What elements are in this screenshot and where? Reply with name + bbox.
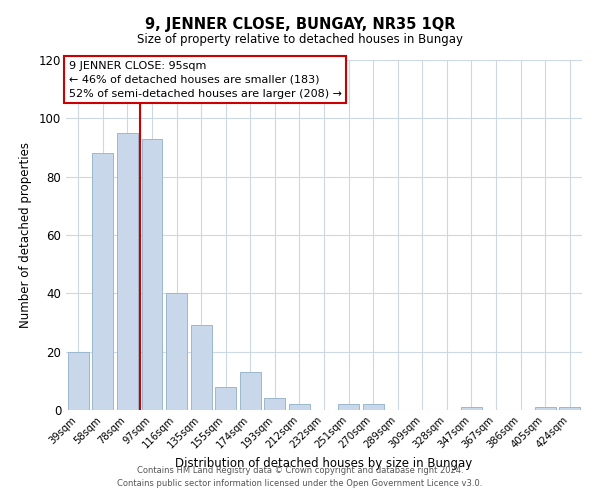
Bar	[68, 352, 89, 410]
Bar	[289, 404, 310, 410]
Bar	[559, 407, 580, 410]
Y-axis label: Number of detached properties: Number of detached properties	[19, 142, 32, 328]
Bar	[265, 398, 286, 410]
Text: 9, JENNER CLOSE, BUNGAY, NR35 1QR: 9, JENNER CLOSE, BUNGAY, NR35 1QR	[145, 18, 455, 32]
Bar	[362, 404, 383, 410]
Bar	[117, 133, 138, 410]
Text: Size of property relative to detached houses in Bungay: Size of property relative to detached ho…	[137, 32, 463, 46]
Text: Contains HM Land Registry data © Crown copyright and database right 2024.
Contai: Contains HM Land Registry data © Crown c…	[118, 466, 482, 487]
Bar	[215, 386, 236, 410]
Bar	[240, 372, 261, 410]
Bar	[92, 154, 113, 410]
Bar	[191, 326, 212, 410]
Bar	[142, 139, 163, 410]
Bar	[166, 294, 187, 410]
X-axis label: Distribution of detached houses by size in Bungay: Distribution of detached houses by size …	[175, 458, 473, 470]
Text: 9 JENNER CLOSE: 95sqm
← 46% of detached houses are smaller (183)
52% of semi-det: 9 JENNER CLOSE: 95sqm ← 46% of detached …	[68, 60, 341, 98]
Bar	[461, 407, 482, 410]
Bar	[535, 407, 556, 410]
Bar	[338, 404, 359, 410]
